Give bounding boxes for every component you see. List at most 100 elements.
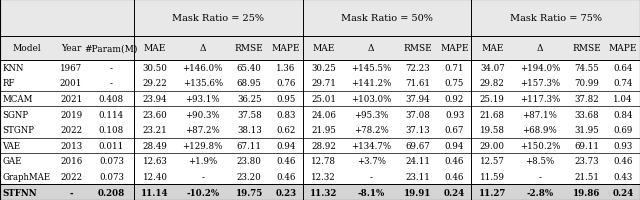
Text: 31.95: 31.95	[574, 126, 599, 135]
Text: 1.04: 1.04	[613, 95, 633, 104]
Text: 30.50: 30.50	[143, 64, 168, 73]
Text: 2013: 2013	[60, 141, 82, 150]
Text: MAPE: MAPE	[609, 44, 637, 53]
Text: 33.68: 33.68	[574, 110, 599, 119]
Text: 37.82: 37.82	[574, 95, 599, 104]
Text: Model: Model	[12, 44, 41, 53]
Text: 2022: 2022	[60, 172, 82, 181]
Text: -: -	[201, 172, 204, 181]
Text: Mask Ratio = 25%: Mask Ratio = 25%	[172, 14, 264, 23]
Text: +3.7%: +3.7%	[357, 157, 386, 166]
Text: 38.13: 38.13	[237, 126, 262, 135]
Text: 29.00: 29.00	[480, 141, 505, 150]
Bar	[0, 0, 640, 37]
Text: Mask Ratio = 50%: Mask Ratio = 50%	[341, 14, 433, 23]
Text: 0.93: 0.93	[614, 141, 633, 150]
Text: +93.1%: +93.1%	[186, 95, 220, 104]
Text: 0.23: 0.23	[275, 188, 296, 197]
Text: +145.5%: +145.5%	[351, 64, 392, 73]
Text: 19.58: 19.58	[480, 126, 505, 135]
Text: #Param(M): #Param(M)	[84, 44, 138, 53]
Text: Mask Ratio = 75%: Mask Ratio = 75%	[509, 14, 602, 23]
Text: +141.2%: +141.2%	[351, 79, 392, 88]
Text: Year: Year	[61, 44, 81, 53]
Text: +134.7%: +134.7%	[351, 141, 392, 150]
Text: MAPE: MAPE	[271, 44, 300, 53]
Text: -8.1%: -8.1%	[358, 188, 385, 197]
Text: 0.95: 0.95	[276, 95, 296, 104]
Text: -2.8%: -2.8%	[526, 188, 554, 197]
Text: 11.27: 11.27	[479, 188, 506, 197]
Text: 0.64: 0.64	[614, 64, 633, 73]
Text: +103.0%: +103.0%	[351, 95, 392, 104]
Text: 19.86: 19.86	[573, 188, 600, 197]
Text: 0.24: 0.24	[444, 188, 465, 197]
Text: 29.22: 29.22	[143, 79, 168, 88]
Text: 0.108: 0.108	[99, 126, 124, 135]
Text: 0.84: 0.84	[613, 110, 633, 119]
Text: 2001: 2001	[60, 79, 83, 88]
Text: MCAM: MCAM	[3, 95, 33, 104]
Text: +135.6%: +135.6%	[182, 79, 223, 88]
Text: 30.25: 30.25	[311, 64, 336, 73]
Text: -: -	[370, 172, 372, 181]
Text: 0.24: 0.24	[612, 188, 634, 197]
Text: 24.06: 24.06	[311, 110, 336, 119]
Text: 21.68: 21.68	[480, 110, 505, 119]
Text: 0.75: 0.75	[445, 79, 464, 88]
Text: 21.51: 21.51	[574, 172, 599, 181]
Text: 11.14: 11.14	[141, 188, 169, 197]
Text: MAE: MAE	[481, 44, 504, 53]
Text: 0.208: 0.208	[98, 188, 125, 197]
Text: +157.3%: +157.3%	[520, 79, 560, 88]
Text: -: -	[69, 188, 73, 197]
Text: Δ: Δ	[200, 44, 206, 53]
Text: 19.91: 19.91	[404, 188, 431, 197]
Text: 0.92: 0.92	[445, 95, 464, 104]
Text: 12.57: 12.57	[480, 157, 505, 166]
Text: GAE: GAE	[3, 157, 22, 166]
Text: STFNN: STFNN	[3, 188, 37, 197]
Text: 0.46: 0.46	[614, 157, 633, 166]
Text: 0.073: 0.073	[99, 172, 124, 181]
Text: 0.46: 0.46	[445, 172, 464, 181]
Bar	[0, 37, 640, 60]
Text: MAE: MAE	[312, 44, 335, 53]
Text: 28.49: 28.49	[143, 141, 168, 150]
Text: RMSE: RMSE	[572, 44, 601, 53]
Text: MAPE: MAPE	[440, 44, 468, 53]
Text: 37.94: 37.94	[406, 95, 430, 104]
Bar	[0, 184, 640, 200]
Text: +146.0%: +146.0%	[182, 64, 223, 73]
Text: 19.75: 19.75	[236, 188, 263, 197]
Text: VAE: VAE	[3, 141, 20, 150]
Text: 0.408: 0.408	[99, 95, 124, 104]
Text: +194.0%: +194.0%	[520, 64, 560, 73]
Text: 12.78: 12.78	[311, 157, 336, 166]
Text: MAE: MAE	[144, 44, 166, 53]
Text: 71.61: 71.61	[405, 79, 430, 88]
Text: 28.92: 28.92	[311, 141, 336, 150]
Text: 0.073: 0.073	[99, 157, 124, 166]
Text: 0.46: 0.46	[445, 157, 464, 166]
Text: 1967: 1967	[60, 64, 82, 73]
Text: -: -	[538, 172, 541, 181]
Text: +129.8%: +129.8%	[182, 141, 223, 150]
Text: 69.11: 69.11	[574, 141, 599, 150]
Text: 0.011: 0.011	[99, 141, 124, 150]
Text: 0.94: 0.94	[276, 141, 296, 150]
Text: 23.21: 23.21	[143, 126, 168, 135]
Text: 11.32: 11.32	[310, 188, 337, 197]
Text: 68.95: 68.95	[237, 79, 262, 88]
Text: RMSE: RMSE	[403, 44, 432, 53]
Text: Δ: Δ	[368, 44, 374, 53]
Text: 23.80: 23.80	[237, 157, 262, 166]
Text: 23.60: 23.60	[143, 110, 168, 119]
Text: +68.9%: +68.9%	[522, 126, 557, 135]
Text: +117.3%: +117.3%	[520, 95, 560, 104]
Text: 21.95: 21.95	[311, 126, 336, 135]
Text: STGNP: STGNP	[3, 126, 35, 135]
Text: 12.63: 12.63	[143, 157, 168, 166]
Text: 25.19: 25.19	[480, 95, 505, 104]
Text: +87.1%: +87.1%	[522, 110, 557, 119]
